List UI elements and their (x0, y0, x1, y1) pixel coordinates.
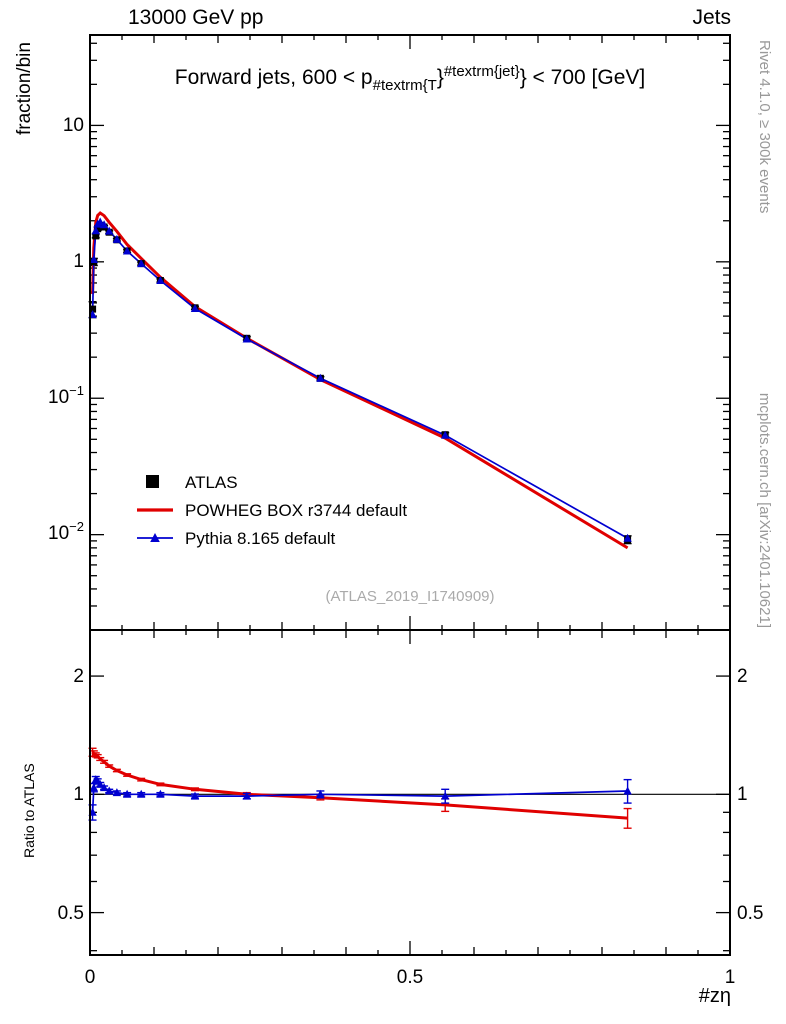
ratio-ytick-right-1: 1 (737, 784, 748, 805)
data-point-triangle (112, 788, 122, 797)
plot-title-mid: } (437, 66, 444, 89)
legend-label-powheg: POWHEG BOX r3744 default (185, 501, 407, 520)
legend-label-atlas: ATLAS (185, 473, 238, 492)
data-point-triangle (96, 779, 105, 788)
legend: ATLAS POWHEG BOX r3744 default Pythia 8.… (137, 473, 407, 548)
series-line-pythia (91, 220, 629, 540)
legend-marker-atlas-square (146, 475, 159, 488)
data-point-triangle (137, 259, 146, 268)
plot-title-subscript: #textrm{T (373, 77, 437, 94)
mcplots-arxiv-note: mcplots.cern.ch [arXiv:2401.10621] (756, 393, 773, 628)
ratio-ytick-left-2: 2 (73, 666, 84, 687)
legend-marker-pythia-triangle (150, 533, 160, 542)
legend-label-pythia: Pythia 8.165 default (185, 529, 336, 548)
data-point-triangle (441, 430, 450, 439)
ratio-ytick-left-1: 1 (73, 784, 84, 805)
header-beam-energy: 13000 GeV pp (128, 6, 263, 29)
tick-base: 1 (73, 251, 84, 272)
data-point-triangle (122, 789, 132, 798)
data-point-triangle (623, 786, 632, 795)
data-point-triangle (99, 220, 109, 229)
tick-base: 10 (48, 523, 69, 544)
data-point-triangle (89, 783, 98, 792)
main-ytick-0p01: 10−2 (48, 519, 84, 544)
header-analysis-group: Jets (692, 6, 731, 29)
series-line-powheg (91, 751, 628, 820)
data-point-square (92, 232, 100, 240)
tick-base: 10 (63, 115, 84, 136)
plot-title-pre: Forward jets, 600 < p (175, 66, 373, 89)
x-axis-title: #zη (699, 985, 731, 1007)
tick-exponent: −2 (69, 519, 84, 534)
data-point-triangle (242, 791, 251, 800)
data-point-triangle (190, 304, 200, 312)
data-point-triangle (441, 791, 450, 800)
tick-base: 10 (48, 387, 69, 408)
data-point-triangle (112, 234, 122, 243)
data-point-triangle (99, 783, 109, 792)
plot-title-superscript: #textrm{jet} (444, 63, 520, 80)
data-point-triangle (190, 791, 200, 800)
main-ytick-10: 10 (63, 115, 84, 136)
data-point-triangle (137, 789, 146, 798)
xtick-1: 1 (725, 967, 736, 988)
plot-dynamic-content (88, 35, 731, 955)
data-point-triangle (89, 255, 98, 263)
xtick-0p5: 0.5 (397, 967, 423, 988)
ratio-ytick-right-2: 2 (737, 666, 748, 687)
plot-title-post: } < 700 [GeV] (520, 66, 646, 89)
ratio-panel-frame (89, 629, 731, 956)
data-point-triangle (156, 789, 165, 798)
ratio-ytick-left-0p5: 0.5 (58, 903, 84, 924)
data-point-triangle (105, 226, 114, 235)
main-ytick-1: 1 (73, 251, 84, 272)
series-line-powheg (91, 211, 629, 550)
xtick-0: 0 (85, 967, 96, 988)
main-ytick-0p1: 10−1 (48, 383, 84, 408)
data-point-triangle (623, 533, 632, 542)
tick-exponent: −1 (69, 383, 84, 398)
rivet-version-note: Rivet 4.1.0, ≥ 300k events (756, 40, 773, 213)
data-point-triangle (105, 786, 114, 795)
data-point-triangle (316, 373, 325, 382)
series-line-pythia (91, 778, 628, 813)
data-point-triangle (156, 276, 165, 284)
analysis-watermark: (ATLAS_2019_I1740909) (325, 588, 494, 605)
data-point-triangle (91, 226, 100, 235)
data-point-triangle (316, 789, 325, 798)
data-point-triangle (96, 217, 105, 226)
main-y-axis-title: fraction/bin (14, 42, 35, 135)
ratio-y-axis-title: Ratio to ATLAS (21, 763, 37, 858)
plot-title: Forward jets, 600 < p#textrm{T}#textrm{j… (175, 63, 645, 94)
data-point-triangle (122, 246, 132, 255)
data-point-square (89, 305, 97, 313)
data-point-triangle (242, 334, 251, 343)
ratio-ytick-right-0p5: 0.5 (737, 903, 763, 924)
